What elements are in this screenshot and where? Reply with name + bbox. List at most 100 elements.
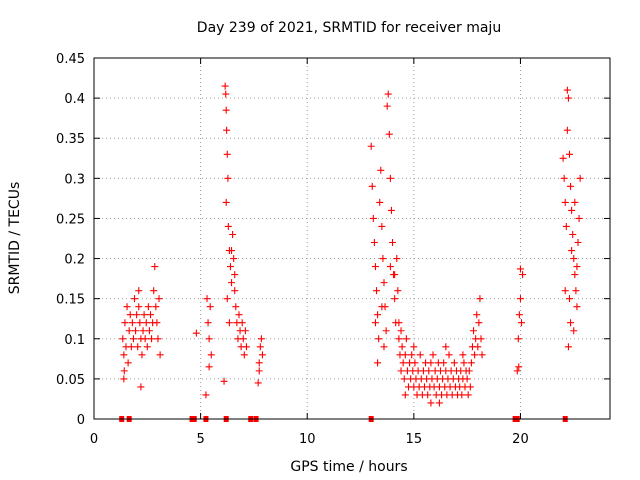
data-point	[120, 351, 128, 359]
data-point	[519, 271, 527, 279]
data-point	[393, 255, 401, 263]
data-point	[564, 343, 572, 351]
data-point	[440, 359, 448, 367]
data-point	[515, 363, 523, 371]
data-point	[477, 335, 485, 343]
x-tick-label: 20	[512, 432, 529, 447]
data-point	[238, 319, 246, 327]
data-point	[222, 198, 230, 206]
data-point	[401, 351, 409, 359]
data-point	[416, 351, 424, 359]
data-point	[568, 247, 576, 255]
data-point	[384, 90, 392, 98]
data-point	[224, 174, 232, 182]
data-point	[572, 287, 580, 295]
data-point	[378, 303, 386, 311]
data-point	[374, 311, 382, 319]
data-point	[147, 311, 155, 319]
data-point	[378, 222, 386, 230]
data-point	[223, 295, 231, 303]
data-point	[563, 126, 571, 134]
data-point	[400, 375, 408, 383]
data-point	[561, 198, 569, 206]
data-point	[202, 391, 210, 399]
data-point	[458, 391, 466, 399]
x-tick-label: 10	[299, 432, 316, 447]
data-point	[386, 263, 394, 271]
data-point	[156, 351, 164, 359]
x-tick-label: 5	[196, 432, 204, 447]
data-point	[223, 150, 231, 158]
data-point	[374, 359, 382, 367]
data-point	[386, 174, 394, 182]
data-point	[232, 303, 240, 311]
data-point	[231, 287, 239, 295]
data-point	[135, 303, 143, 311]
data-point	[391, 271, 399, 279]
data-point	[450, 359, 458, 367]
chart-title: Day 239 of 2021, SRMTID for receiver maj…	[197, 20, 501, 36]
data-point	[242, 343, 250, 351]
data-point	[467, 359, 475, 367]
data-point	[258, 351, 266, 359]
data-point	[576, 174, 584, 182]
data-point	[255, 359, 263, 367]
data-point	[389, 239, 397, 247]
data-point	[465, 367, 473, 375]
x-axis-label: GPS time / hours	[290, 459, 407, 475]
data-point	[402, 335, 410, 343]
data-point	[471, 351, 479, 359]
data-point	[143, 343, 151, 351]
data-point	[569, 230, 577, 238]
data-point	[474, 343, 482, 351]
data-point	[154, 335, 162, 343]
data-point	[516, 265, 524, 273]
data-point	[371, 319, 379, 327]
data-point	[204, 319, 212, 327]
data-point	[394, 287, 402, 295]
data-point	[411, 359, 419, 367]
data-point	[144, 303, 152, 311]
data-point	[371, 263, 379, 271]
gridlines	[94, 58, 610, 419]
y-tick-label: 0.15	[56, 293, 85, 308]
data-point	[121, 319, 129, 327]
data-point	[573, 263, 581, 271]
data-point	[380, 279, 388, 287]
data-point	[398, 343, 406, 351]
data-point	[408, 351, 416, 359]
y-tick-label: 0.4	[64, 92, 85, 107]
data-point	[516, 295, 524, 303]
data-point	[132, 327, 140, 335]
data-point	[151, 263, 159, 271]
data-point	[150, 287, 158, 295]
data-point	[513, 367, 521, 375]
data-point	[138, 351, 146, 359]
data-point	[571, 271, 579, 279]
data-point	[139, 327, 147, 335]
data-point	[231, 271, 239, 279]
data-point	[131, 295, 139, 303]
data-point	[226, 263, 234, 271]
data-point	[225, 319, 233, 327]
data-point	[515, 311, 523, 319]
data-point	[124, 359, 132, 367]
data-point	[376, 198, 384, 206]
data-point	[570, 255, 578, 263]
data-point	[473, 311, 481, 319]
data-point	[424, 391, 432, 399]
data-point	[466, 383, 474, 391]
x-tick-label: 15	[406, 432, 423, 447]
data-point	[136, 319, 144, 327]
data-point	[223, 126, 231, 134]
data-point	[155, 295, 163, 303]
data-point	[120, 375, 128, 383]
data-point	[255, 367, 263, 375]
data-point	[140, 311, 148, 319]
data-point	[203, 295, 211, 303]
data-point	[125, 327, 133, 335]
y-tick-label: 0.45	[56, 52, 85, 67]
data-point	[464, 391, 472, 399]
